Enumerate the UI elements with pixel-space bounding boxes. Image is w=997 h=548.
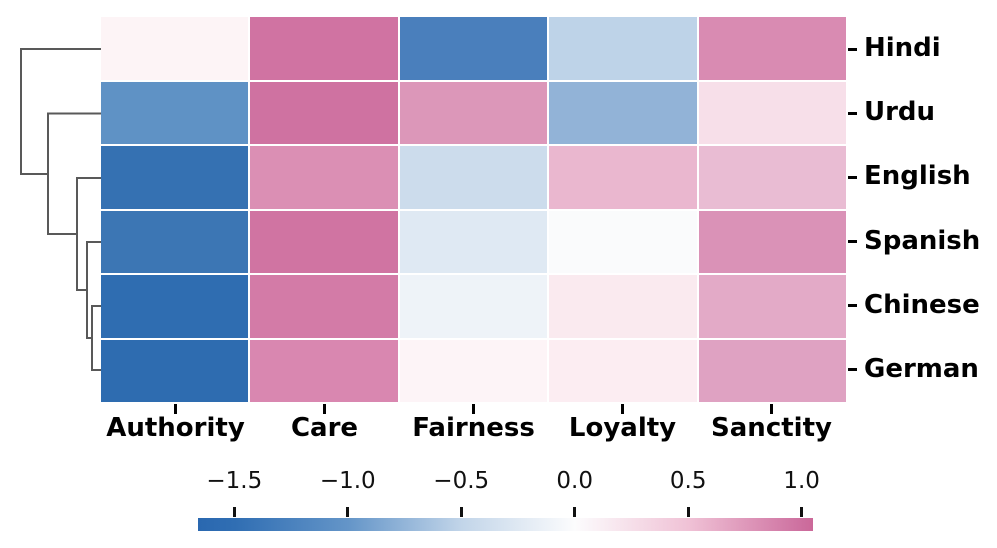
colorbar-tick-label: −1.0: [319, 468, 376, 494]
heatmap-cell-german-loyalty: [549, 339, 697, 402]
col-tick: [621, 404, 624, 414]
row-tick: [848, 111, 857, 115]
row-label-english: English: [864, 161, 971, 192]
colorbar-gradient: [198, 518, 813, 531]
colorbar-tick: [800, 507, 804, 517]
col-label-loyalty: Loyalty: [568, 413, 677, 443]
heatmap-cell-chinese-care: [250, 275, 398, 338]
col-label-authority: Authority: [106, 413, 245, 443]
heatmap-cell-spanish-authority: [101, 210, 249, 273]
row-tick: [848, 175, 857, 179]
heatmap-cell-spanish-care: [250, 210, 398, 273]
heatmap-cell-german-fairness: [399, 339, 548, 402]
colorbar-tick: [686, 507, 690, 517]
col-tick: [472, 404, 475, 414]
heatmap-cell-german-care: [250, 339, 398, 402]
col-label-sanctity: Sanctity: [711, 413, 832, 443]
heatmap-cell-chinese-sanctity: [698, 275, 846, 338]
colorbar-tick: [232, 507, 236, 517]
colorbar-tick-label: −0.5: [433, 468, 490, 494]
dendrogram-bracket-4: [20, 48, 101, 175]
heatmap-cell-chinese-authority: [101, 275, 249, 338]
heatmap-cell-urdu-fairness: [399, 81, 548, 144]
heatmap-cell-english-fairness: [399, 146, 548, 209]
col-label-fairness: Fairness: [412, 413, 535, 443]
dendrogram-bracket-3: [47, 112, 101, 235]
row-label-german: German: [864, 353, 979, 384]
heatmap-cell-english-loyalty: [549, 146, 697, 209]
row-label-chinese: Chinese: [864, 289, 980, 320]
colorbar-tick-label: 0.5: [669, 468, 707, 494]
col-label-care: Care: [290, 413, 359, 443]
heatmap-cell-urdu-authority: [101, 81, 249, 144]
colorbar-tick: [346, 507, 350, 517]
heatmap-cell-urdu-care: [250, 81, 398, 144]
heatmap-grid: [101, 17, 846, 402]
heatmap-cell-hindi-fairness: [399, 17, 548, 80]
heatmap-cell-urdu-loyalty: [549, 81, 697, 144]
row-tick: [848, 304, 857, 308]
heatmap-cell-chinese-fairness: [399, 275, 548, 338]
heatmap-cell-spanish-sanctity: [698, 210, 846, 273]
dendrogram-bracket-2: [76, 177, 101, 291]
heatmap-cell-english-sanctity: [698, 146, 846, 209]
colorbar-tick: [459, 507, 463, 517]
colorbar-tick-label: −1.5: [206, 468, 263, 494]
heatmap-cell-german-sanctity: [698, 339, 846, 402]
colorbar-tick: [573, 507, 577, 517]
heatmap-cell-hindi-authority: [101, 17, 249, 80]
heatmap-cell-english-authority: [101, 146, 249, 209]
row-tick: [848, 47, 857, 51]
heatmap-cell-hindi-sanctity: [698, 17, 846, 80]
heatmap-cell-hindi-care: [250, 17, 398, 80]
row-label-urdu: Urdu: [864, 97, 936, 128]
heatmap-cell-spanish-loyalty: [549, 210, 697, 273]
col-tick: [770, 404, 773, 414]
heatmap-cell-german-authority: [101, 339, 249, 402]
row-label-spanish: Spanish: [864, 225, 981, 256]
col-tick: [174, 404, 177, 414]
row-label-hindi: Hindi: [864, 32, 941, 63]
row-tick: [848, 240, 857, 244]
dendrogram-bracket-0: [91, 305, 101, 371]
colorbar-tick-label: 0.0: [556, 468, 593, 494]
col-tick: [323, 404, 326, 414]
row-tick: [848, 368, 857, 372]
dendrogram-bracket-1: [86, 241, 101, 339]
heatmap-cell-english-care: [250, 146, 398, 209]
heatmap-cell-urdu-sanctity: [698, 81, 846, 144]
heatmap-cell-chinese-loyalty: [549, 275, 697, 338]
heatmap-cell-hindi-loyalty: [549, 17, 697, 80]
row-dendrogram: [20, 48, 101, 371]
heatmap-cell-spanish-fairness: [399, 210, 548, 273]
colorbar-tick-label: 1.0: [783, 468, 820, 494]
